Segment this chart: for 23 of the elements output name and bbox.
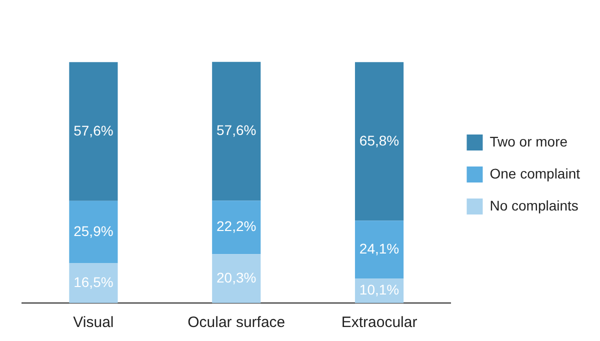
data-label: 10,1% [359,282,400,298]
legend-label: Two or more [490,133,568,150]
data-label: 20,3% [216,269,256,286]
bar [69,200,118,264]
bar [69,263,118,303]
x-tick-label: Ocular surface [188,314,286,332]
data-label: 25,9% [74,222,114,239]
data-label: 22,2% [216,218,256,234]
bar [212,62,261,201]
data-label: 16,5% [74,274,114,290]
bar [354,62,404,221]
x-tick-label: Extraocular [341,314,418,332]
legend-label: No complaints [490,197,578,214]
bar [354,220,404,279]
bar [212,200,261,254]
bar [212,254,261,303]
data-label: 65,8% [359,132,400,148]
data-label: 57,6% [216,122,256,138]
legend-label: One complaint [490,165,580,182]
data-label: 24,1% [359,240,400,257]
data-label: 57,6% [74,122,114,138]
x-tick-label: Visual [73,314,114,332]
bar [69,62,118,201]
